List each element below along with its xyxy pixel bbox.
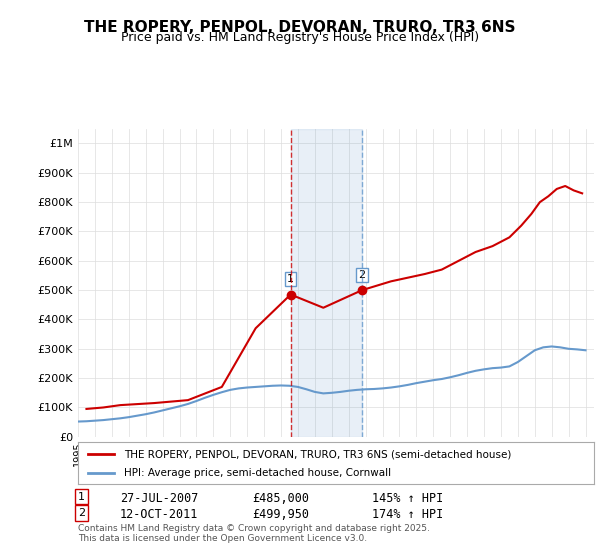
Text: THE ROPERY, PENPOL, DEVORAN, TRURO, TR3 6NS: THE ROPERY, PENPOL, DEVORAN, TRURO, TR3 … [84, 20, 516, 35]
Text: £485,000: £485,000 [252, 492, 309, 505]
Text: £499,950: £499,950 [252, 508, 309, 521]
Text: 174% ↑ HPI: 174% ↑ HPI [372, 508, 443, 521]
Text: 2: 2 [78, 508, 85, 518]
Text: 1: 1 [287, 274, 294, 284]
Text: 12-OCT-2011: 12-OCT-2011 [120, 508, 199, 521]
Text: 1: 1 [78, 492, 85, 502]
Text: Contains HM Land Registry data © Crown copyright and database right 2025.
This d: Contains HM Land Registry data © Crown c… [78, 524, 430, 543]
Text: Price paid vs. HM Land Registry's House Price Index (HPI): Price paid vs. HM Land Registry's House … [121, 31, 479, 44]
Text: 145% ↑ HPI: 145% ↑ HPI [372, 492, 443, 505]
Text: THE ROPERY, PENPOL, DEVORAN, TRURO, TR3 6NS (semi-detached house): THE ROPERY, PENPOL, DEVORAN, TRURO, TR3 … [124, 449, 512, 459]
Text: 2: 2 [358, 270, 365, 280]
Bar [290, 129, 362, 437]
Text: HPI: Average price, semi-detached house, Cornwall: HPI: Average price, semi-detached house,… [124, 468, 392, 478]
Text: 27-JUL-2007: 27-JUL-2007 [120, 492, 199, 505]
